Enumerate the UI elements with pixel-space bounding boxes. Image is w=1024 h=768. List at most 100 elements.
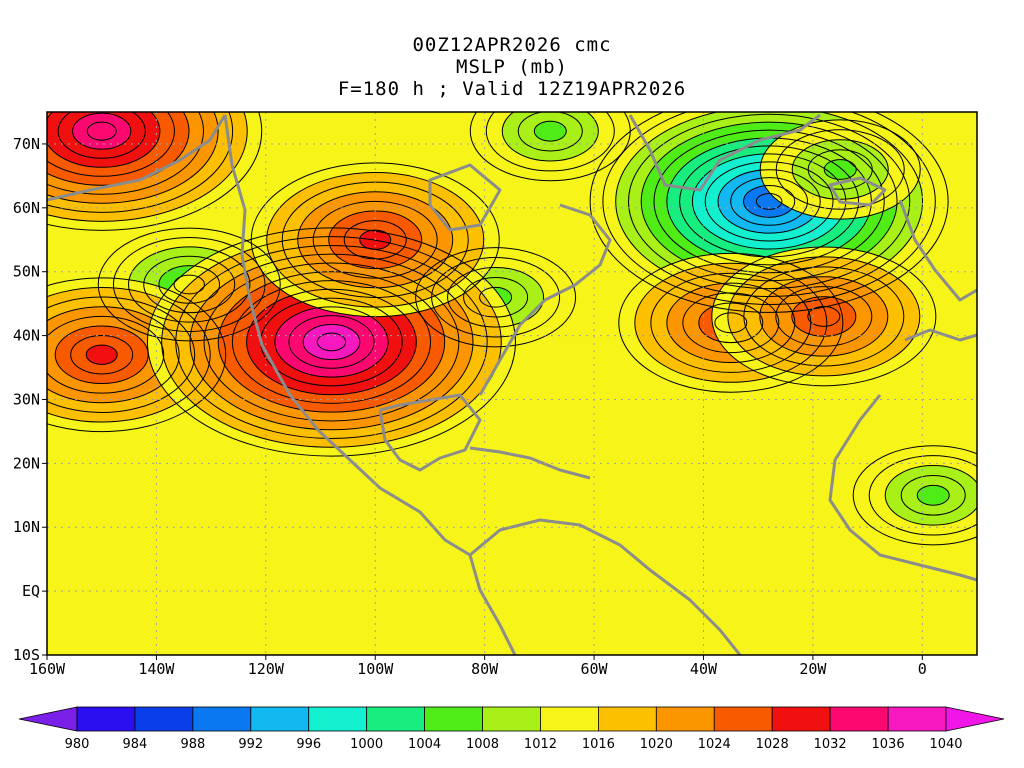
colorbar-bin [250,706,310,732]
title-variable: MSLP (mb) [456,56,568,78]
rockies-high-isobar [217,271,446,413]
greenland-low-isobar [807,149,873,190]
lat-tick-label: 30N [13,390,40,408]
colorbar-label: 996 [296,737,321,752]
graticule [47,112,977,655]
greenland-low-isobar [823,159,857,180]
colorbar-label: 1020 [640,737,673,752]
plains-high-isobar [312,200,438,279]
east-atlantic-high-isobar [727,256,921,377]
greenland-low-isobar [791,139,889,200]
coast-iberia [904,328,977,342]
pacific-high-isobar [47,277,227,433]
lon-tick-label: 20W [799,660,827,678]
coast-north-america-east [478,203,612,396]
great-lakes-low-isobar [415,247,577,348]
colorbar-bin [308,706,368,732]
rockies-high-isobar [146,227,516,457]
west-africa-low-band [917,485,950,506]
lon-tick-label: 140W [138,660,175,678]
lon-tick-label: 40W [690,660,718,678]
colorbar-label: 1024 [698,737,731,752]
lon-tick-label: 80W [471,660,499,678]
colorbar-label: 1032 [814,737,847,752]
coastline-layer [47,113,977,655]
arctic-high-isobar [47,112,175,177]
coast-europe [898,199,977,302]
colorbar-label: 1012 [524,737,557,752]
rockies-high-isobar [161,236,502,448]
east-atlantic-high-isobar [791,296,857,337]
isobar-layer [47,112,977,546]
plot-area [47,112,977,655]
iceland-low-isobar [704,161,834,242]
colorbar-bin [713,706,773,732]
pacific-high-band [86,345,118,365]
azores-high-isobar [666,282,796,364]
rockies-high-isobar [189,253,474,431]
coast-north-america-west [223,114,471,557]
colorbar-label: 1004 [408,737,441,752]
arctic-high-isobar [47,112,204,195]
arctic-high-band [87,122,117,141]
lat-tick-label: 10N [13,518,40,536]
colorbar-bin [424,706,483,732]
iceland-low-isobar [755,193,783,210]
iceland-low-isobar [717,169,821,234]
lon-tick-label: 160W [29,660,66,678]
lon-tick-label: 100W [357,660,394,678]
axis-ticks: 160W 140W 120W 100W 80W 60W 40W 20W 0 10S EQ 10N 20N… [13,135,927,678]
rockies-high-isobar [288,315,375,369]
arctic-high-isobar [57,112,146,159]
pacific-high-isobar [47,286,211,423]
colorbar-bin [598,706,657,732]
greenland-low-isobar [775,129,905,210]
east-atlantic-high-isobar [743,266,905,367]
colorbar-label: 988 [180,737,205,752]
rockies-high-isobar [203,262,460,422]
colorbar-bin [771,706,831,732]
east-atlantic-high-isobar [711,246,937,387]
pacific-high-isobar [85,344,118,365]
colorbar-bin [134,706,194,732]
title-valid-time: F=180 h ; Valid 12Z19APR2026 [337,78,687,100]
colorbar-label: 1008 [466,737,499,752]
rockies-high-band [317,333,346,351]
coast-hudson-bay [428,163,502,232]
colorbar-label: 984 [123,737,148,752]
colorbar-low-end [18,706,78,732]
arctic-high-isobar [47,112,263,231]
lon-tick-label: 0 [918,660,927,678]
pacific-high-isobar [47,306,180,404]
west-africa-low-isobar [900,474,966,516]
azores-high-isobar [698,302,764,344]
pacific-high-isobar [47,315,165,394]
azores-high-isobar [714,312,748,334]
west-africa-low-isobar [884,465,977,526]
plains-high-isobar [266,171,485,308]
iceland-low-isobar [589,112,949,313]
plains-high-isobar [359,229,392,250]
plains-high-isobar [343,220,407,260]
arctic-high-isobar [47,112,234,213]
lat-tick-label: 50N [13,263,40,281]
coast-iceland [828,176,887,207]
colorbar-label: 1016 [582,737,615,752]
west-africa-low-isobar [916,484,950,506]
iceland-low-isobar [628,113,911,290]
colorbar-label: 992 [238,737,263,752]
colorbar-label: 1040 [929,737,962,752]
great-lakes-low-isobar [447,266,545,328]
colorbar-bin [887,706,947,732]
lat-tick-label: EQ [22,582,40,600]
colorbar-bin [829,706,889,732]
coast-south-america-west [468,554,517,655]
colorbar-high-end [945,706,1005,732]
lon-tick-label: 60W [581,660,609,678]
arctic-high-isobar [86,121,117,141]
great-lakes-low-isobar [479,286,513,308]
colorbar-label: 1036 [872,737,905,752]
great-lakes-low-isobar [463,276,529,318]
lat-tick-label: 10S [13,646,40,664]
